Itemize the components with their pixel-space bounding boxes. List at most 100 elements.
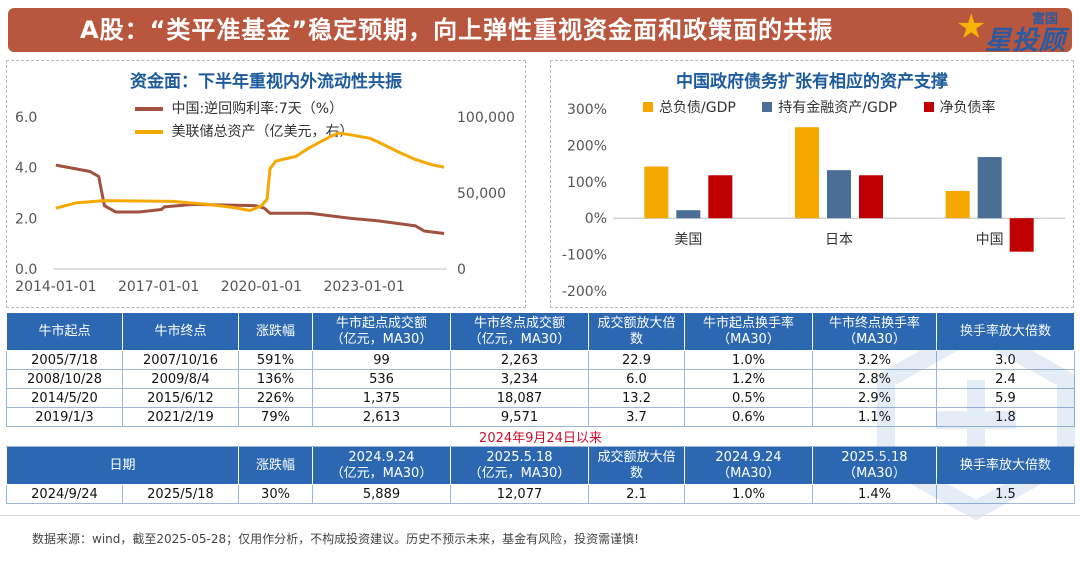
y-tick-label: -100% (562, 248, 607, 264)
bar-2-1 (977, 157, 1002, 219)
bar-0-0 (644, 166, 669, 219)
table-cell: 2015/6/12 (122, 388, 239, 408)
liquidity-chart-title: 资金面：下半年重视内外流动性共振 (130, 72, 402, 92)
table-cell: 0.5% (684, 388, 813, 408)
legend-label-financial-assets: 持有金融资产/GDP (778, 100, 898, 116)
table-cell: 2009/8/4 (122, 369, 239, 389)
y-tick-label: 200% (567, 138, 607, 154)
table-cell: 1.0% (684, 350, 813, 370)
star-icon: ★ (956, 7, 987, 47)
table-cell: 136% (238, 369, 313, 389)
table-cell: 2024/9/24 (6, 484, 123, 504)
table-cell: 1.5 (936, 484, 1075, 504)
legend-fed-assets: 美联储总资产（亿美元，右） (135, 121, 353, 141)
legend-label-net-debt: 净负债率 (939, 100, 996, 116)
bar-0-1 (676, 210, 701, 219)
column-header: 涨跌幅 (238, 446, 313, 485)
column-header: 2025.5.18 （亿元，MA30） (450, 446, 589, 485)
y-right-tick-label: 0 (457, 262, 466, 278)
column-header: 2024.9.24 （亿元，MA30） (312, 446, 451, 485)
column-header: 牛市起点成交额 （亿元，MA30） (312, 312, 451, 351)
table-cell: 226% (238, 388, 313, 408)
table-header-row: 牛市起点 牛市终点 涨跌幅 牛市起点成交额 （亿元，MA30） 牛市终点成交额 （亿元，MA… (6, 312, 1075, 351)
table-cell: 2014/5/20 (6, 388, 123, 408)
footer-disclaimer: 数据来源：wind，截至2025-05-28；仅用作分析，不构成投资建议。历史不… (32, 532, 639, 546)
legend-swatch-fed-assets (135, 130, 163, 134)
table-header-row-2: 日期 涨跌幅 2024.9.24 （亿元，MA30） 2025.5.18 （亿元，MA30… (6, 446, 1075, 485)
column-header: 牛市终点成交额 （亿元，MA30） (450, 312, 589, 351)
table-cell: 2007/10/16 (122, 350, 239, 370)
table-cell: 2.9% (812, 388, 937, 408)
section-row: 2024年9月24日以来 (6, 426, 1075, 447)
table-cell: 5,889 (312, 484, 451, 504)
logo-main-text: 星投顾 (984, 26, 1066, 56)
bar-1-2 (859, 175, 883, 219)
column-header: 成交额放大倍数 (588, 446, 685, 485)
table-cell: 2,613 (312, 407, 451, 427)
category-label: 日本 (825, 232, 853, 248)
y-left-tick-label: 4.0 (15, 161, 37, 177)
column-header: 牛市起点换手率 （MA30） (684, 312, 813, 351)
table-cell: 536 (312, 369, 451, 389)
column-header: 涨跌幅 (238, 312, 313, 351)
y-left-tick-label: 2.0 (15, 211, 37, 227)
table-row: 2014/5/20 2015/6/12 226% 1,375 18,087 13.2 0.5… (6, 388, 1075, 408)
liquidity-line-chart: 0.0 2.0 4.0 6.0 0 50,000 100,000 2014-01-01 2017… (15, 110, 515, 295)
page-title: A股：“类平准基金”稳定预期，向上弹性重视资金面和政策面的共振 (80, 16, 834, 44)
bar-0-2 (708, 175, 733, 219)
table-cell: 2008/10/28 (6, 369, 123, 389)
brand-logo: ★ 富国 星投顾 (956, 6, 1066, 56)
table-cell: 5.9 (936, 388, 1075, 408)
table-cell: 2.1 (588, 484, 685, 504)
bar-legend: 总负债/GDP 持有金融资产/GDP 净负债率 (643, 97, 996, 117)
table-cell: 79% (238, 407, 313, 427)
table-cell: 1,375 (312, 388, 451, 408)
section-label: 2024年9月24日以来 (6, 426, 1075, 447)
column-header: 换手率放大倍数 (936, 312, 1075, 351)
footer-divider (0, 515, 1080, 516)
debt-bar-chart: 300% 200% 100% 0% -100% -200% 美国 日本 中国 (562, 102, 1065, 300)
column-header: 牛市终点换手率 （MA30） (812, 312, 937, 351)
column-header: 成交额放大倍数 (588, 312, 685, 351)
table-cell: 0.6% (684, 407, 813, 427)
header-banner: A股：“类平准基金”稳定预期，向上弹性重视资金面和政策面的共振 (8, 8, 1072, 52)
table-row: 2024/9/24 2025/5/18 30% 5,889 12,077 2.1 1.0% 1… (6, 484, 1075, 504)
table-row: 2019/1/3 2021/2/19 79% 2,613 9,571 3.7 0.6% 1.1… (6, 407, 1075, 427)
table-cell: 2.4 (936, 369, 1075, 389)
y-tick-label: -200% (562, 284, 607, 300)
table-cell: 3.0 (936, 350, 1075, 370)
column-header: 牛市终点 (122, 312, 239, 351)
x-tick-label: 2023-01-01 (324, 279, 405, 295)
y-tick-label: 300% (567, 102, 607, 118)
table-cell: 13.2 (588, 388, 685, 408)
legend-swatch-total-debt (643, 102, 653, 112)
table-cell: 3.2% (812, 350, 937, 370)
legend-label-total-debt: 总负债/GDP (659, 100, 736, 116)
column-header: 换手率放大倍数 (936, 446, 1075, 485)
table-cell: 591% (238, 350, 313, 370)
x-tick-label: 2014-01-01 (15, 279, 96, 295)
debt-chart-title: 中国政府债务扩张有相应的资产支撑 (676, 72, 948, 92)
legend-label-reverse-repo: 中国:逆回购利率:7天（%） (171, 101, 344, 117)
column-header: 2025.5.18 （MA30） (812, 446, 937, 485)
table-cell: 1.2% (684, 369, 813, 389)
y-left-tick-label: 6.0 (15, 110, 37, 126)
bull-market-table: 牛市起点 牛市终点 涨跌幅 牛市起点成交额 （亿元，MA30） 牛市终点成交额 （亿元，MA… (6, 312, 1075, 504)
legend-label-fed-assets: 美联储总资产（亿美元，右） (171, 124, 354, 140)
table-cell: 9,571 (450, 407, 589, 427)
bar-2-2 (1009, 218, 1034, 252)
table-cell: 3.7 (588, 407, 685, 427)
y-right-tick-label: 100,000 (457, 110, 515, 126)
legend-swatch-reverse-repo (135, 107, 163, 111)
x-tick-label: 2017-01-01 (118, 279, 199, 295)
table-cell: 2019/1/3 (6, 407, 123, 427)
table-cell: 1.8 (936, 407, 1075, 427)
bar-1-1 (827, 170, 851, 219)
column-header: 牛市起点 (6, 312, 123, 351)
table-cell: 1.4% (812, 484, 937, 504)
logo-top-text: 富国 (1031, 12, 1058, 27)
series-line-reverse-repo (55, 163, 445, 235)
table-cell: 1.1% (812, 407, 937, 427)
column-header: 日期 (6, 446, 239, 485)
bar-1-0 (795, 127, 819, 219)
